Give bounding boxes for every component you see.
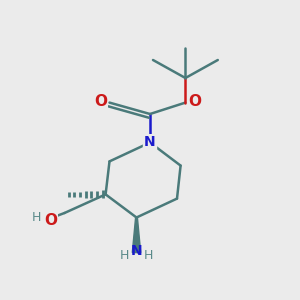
Text: O: O [94, 94, 107, 109]
Text: N: N [144, 136, 156, 149]
Text: H: H [120, 249, 129, 262]
Text: N: N [144, 136, 156, 149]
Text: N: N [131, 244, 142, 258]
Text: O: O [188, 94, 201, 109]
Text: H: H [144, 249, 153, 262]
Text: H: H [32, 211, 41, 224]
Polygon shape [132, 218, 141, 253]
Text: N: N [144, 136, 156, 149]
Text: N: N [144, 136, 156, 149]
Text: O: O [44, 213, 57, 228]
